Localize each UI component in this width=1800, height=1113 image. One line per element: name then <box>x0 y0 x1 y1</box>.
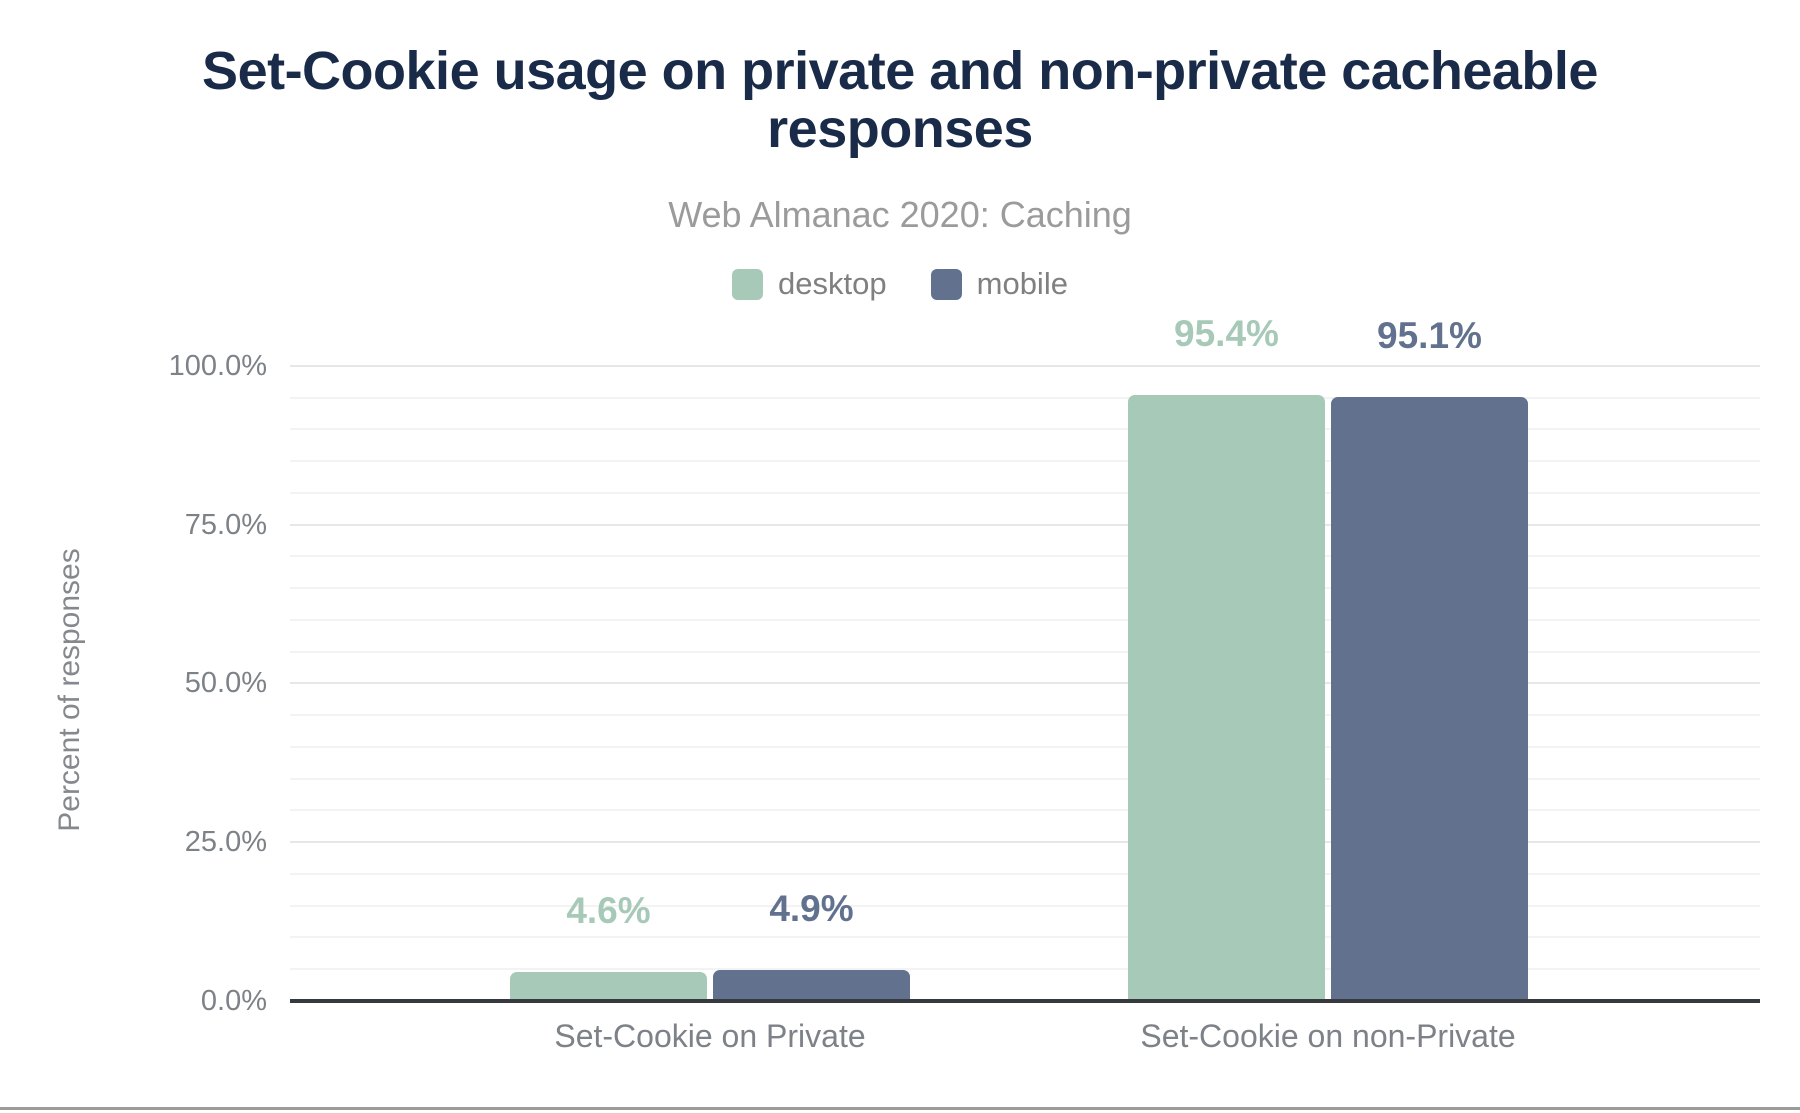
y-tick-label: 0.0% <box>200 985 267 1017</box>
footer-divider <box>0 1107 1800 1110</box>
bar-mobile-1[interactable] <box>713 969 910 1001</box>
minor-gridline <box>290 428 1760 431</box>
legend-item-mobile[interactable]: mobile <box>930 266 1068 302</box>
data-label-desktop-1: 4.6% <box>566 889 651 931</box>
minor-gridline <box>290 587 1760 590</box>
minor-gridline <box>290 904 1760 907</box>
legend-label-desktop: desktop <box>778 266 887 301</box>
x-category-label: Set-Cookie on non-Private <box>1140 1018 1516 1054</box>
y-tick-label: 25.0% <box>184 826 267 859</box>
legend-item-desktop[interactable]: desktop <box>732 266 887 302</box>
y-tick-label: 100.0% <box>168 349 267 382</box>
data-label-mobile-1: 4.9% <box>769 887 854 929</box>
y-tick-label: 75.0% <box>184 508 267 541</box>
y-axis-title: Percent of responses <box>53 548 86 832</box>
chart-subtitle: Web Almanac 2020: Caching <box>668 194 1132 235</box>
data-label-desktop-2: 95.4% <box>1174 312 1279 354</box>
legend-label-mobile: mobile <box>976 266 1068 301</box>
major-gridline <box>290 682 1760 685</box>
minor-gridline <box>290 460 1760 463</box>
minor-gridline <box>290 618 1760 621</box>
minor-gridline <box>290 936 1760 939</box>
minor-gridline <box>290 777 1760 780</box>
minor-gridline <box>290 872 1760 875</box>
chart-title: Set-Cookie usage on private and non-priv… <box>202 41 1598 160</box>
minor-gridline <box>290 491 1760 494</box>
major-gridline <box>290 523 1760 526</box>
legend: desktop mobile <box>0 266 1800 302</box>
minor-gridline <box>290 555 1760 558</box>
minor-gridline <box>290 650 1760 653</box>
minor-gridline <box>290 745 1760 748</box>
minor-gridline <box>290 396 1760 399</box>
bar-mobile-2[interactable] <box>1331 396 1528 1001</box>
minor-gridline <box>290 968 1760 971</box>
bar-desktop-2[interactable] <box>1128 394 1325 1001</box>
major-gridline <box>290 364 1760 367</box>
y-tick-label: 50.0% <box>184 667 267 700</box>
data-label-mobile-2: 95.1% <box>1377 314 1482 356</box>
x-category-label: Set-Cookie on Private <box>554 1018 866 1054</box>
minor-gridline <box>290 809 1760 812</box>
minor-gridline <box>290 714 1760 717</box>
bar-desktop-1[interactable] <box>510 971 707 1001</box>
major-gridline <box>290 841 1760 844</box>
x-axis-line <box>290 999 1760 1003</box>
desktop-swatch-icon <box>732 268 764 300</box>
mobile-swatch-icon <box>930 268 962 300</box>
